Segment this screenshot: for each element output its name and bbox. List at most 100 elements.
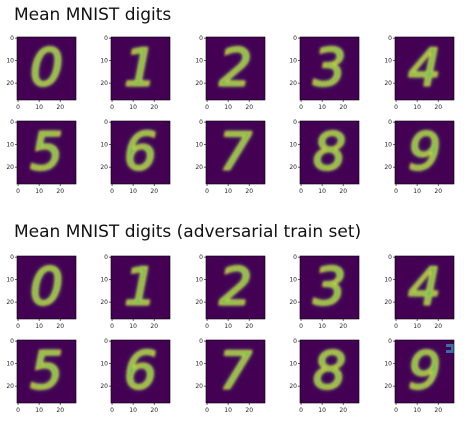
y-tick-label: 0 xyxy=(388,119,392,126)
image-background xyxy=(206,340,265,403)
y-tick-label: 20 xyxy=(384,383,392,390)
y-tick-label: 0 xyxy=(388,35,392,42)
subplot: 33 0 10 20 0 10 20 xyxy=(289,254,360,330)
axes-frame xyxy=(299,36,360,101)
x-tick-label: 20 xyxy=(434,323,442,330)
digit-glow: 3 xyxy=(313,39,346,99)
x-tick-label: 10 xyxy=(318,323,326,330)
digit-image: 22 xyxy=(218,38,253,100)
x-tick-label: 10 xyxy=(413,407,421,414)
y-tick-label: 20 xyxy=(195,299,203,306)
subplot: 99 0 10 20 0 10 20 xyxy=(384,119,455,195)
y-tick-label: 0 xyxy=(388,338,392,345)
y-tick-label: 10 xyxy=(100,142,108,149)
y-tick-label: 10 xyxy=(384,58,392,65)
x-tick-label: 10 xyxy=(224,188,232,195)
y-tick-label: 10 xyxy=(100,361,108,368)
y-tick-label: 20 xyxy=(289,383,297,390)
subplot: 22 0 10 20 0 10 20 xyxy=(195,254,266,330)
image-background xyxy=(395,37,454,100)
x-tick-label: 0 xyxy=(394,323,398,330)
digit-image: 99 xyxy=(407,122,442,184)
x-tick-label: 0 xyxy=(394,188,398,195)
y-tick-label: 10 xyxy=(289,142,297,149)
axes-frame xyxy=(16,255,77,320)
subplot: 88 0 10 20 0 10 20 xyxy=(289,119,360,195)
y-tick-label: 10 xyxy=(6,277,14,284)
y-tick-label: 20 xyxy=(289,299,297,306)
x-tick-label: 10 xyxy=(413,323,421,330)
y-tick-label: 0 xyxy=(10,35,14,42)
digit-core: 0 xyxy=(30,39,63,99)
y-tick-label: 10 xyxy=(289,58,297,65)
image-background xyxy=(111,37,170,100)
axes-frame xyxy=(205,120,266,185)
axes-frame xyxy=(110,120,171,185)
digit-core: 6 xyxy=(124,342,157,402)
digit-glow: 0 xyxy=(30,39,63,99)
x-tick-label: 0 xyxy=(299,323,303,330)
image-background xyxy=(17,256,76,319)
x-tick-label: 20 xyxy=(56,407,64,414)
subplot: 55 0 10 20 0 10 20 xyxy=(6,119,77,195)
y-tick-label: 10 xyxy=(195,58,203,65)
y-tick-label: 0 xyxy=(104,338,108,345)
x-tick-label: 0 xyxy=(110,188,114,195)
digit-image: 55 xyxy=(29,341,64,403)
x-tick-label: 20 xyxy=(150,104,158,111)
x-tick-label: 20 xyxy=(56,104,64,111)
x-tick-label: 10 xyxy=(129,104,137,111)
axes-frame xyxy=(205,36,266,101)
digit-image: 33 xyxy=(312,38,347,100)
y-tick-label: 0 xyxy=(388,254,392,261)
x-tick-label: 10 xyxy=(413,188,421,195)
digit-image: 11 xyxy=(123,38,158,100)
y-tick-label: 20 xyxy=(100,164,108,171)
x-tick-label: 0 xyxy=(299,407,303,414)
digit-glow: 4 xyxy=(408,39,441,99)
x-tick-label: 20 xyxy=(339,323,347,330)
digit-core: 7 xyxy=(219,342,252,402)
x-tick-label: 0 xyxy=(394,104,398,111)
x-tick-label: 0 xyxy=(205,407,209,414)
x-tick-label: 0 xyxy=(205,188,209,195)
y-tick-label: 0 xyxy=(293,338,297,345)
y-tick-label: 0 xyxy=(199,119,203,126)
x-tick-label: 10 xyxy=(413,104,421,111)
axes-frame xyxy=(205,339,266,404)
y-tick-label: 10 xyxy=(195,361,203,368)
subplot: 22 0 10 20 0 10 20 xyxy=(195,35,266,111)
digit-image: 88 xyxy=(312,122,347,184)
digit-core: 3 xyxy=(313,258,346,318)
image-background xyxy=(300,340,359,403)
x-tick-label: 10 xyxy=(318,407,326,414)
y-tick-label: 10 xyxy=(289,361,297,368)
subplot: 33 0 10 20 0 10 20 xyxy=(289,35,360,111)
digit-glow: 2 xyxy=(219,258,252,318)
y-tick-label: 20 xyxy=(384,80,392,87)
x-tick-label: 10 xyxy=(224,407,232,414)
digit-glow: 7 xyxy=(219,123,252,183)
y-tick-label: 0 xyxy=(199,254,203,261)
digit-core: 7 xyxy=(219,123,252,183)
x-tick-label: 0 xyxy=(16,104,20,111)
x-tick-label: 20 xyxy=(339,188,347,195)
digit-glow: 7 xyxy=(219,342,252,402)
digit-glow: 6 xyxy=(124,342,157,402)
y-tick-label: 20 xyxy=(100,80,108,87)
image-background xyxy=(395,340,454,403)
axes-frame xyxy=(110,36,171,101)
digit-image: 44 xyxy=(407,38,442,100)
x-tick-label: 20 xyxy=(150,188,158,195)
digit-core: 6 xyxy=(124,123,157,183)
y-tick-label: 10 xyxy=(289,277,297,284)
digit-glow: 3 xyxy=(313,258,346,318)
image-background xyxy=(300,37,359,100)
y-tick-label: 20 xyxy=(384,164,392,171)
y-tick-label: 10 xyxy=(100,58,108,65)
y-tick-label: 10 xyxy=(6,58,14,65)
digit-core: 2 xyxy=(219,258,252,318)
